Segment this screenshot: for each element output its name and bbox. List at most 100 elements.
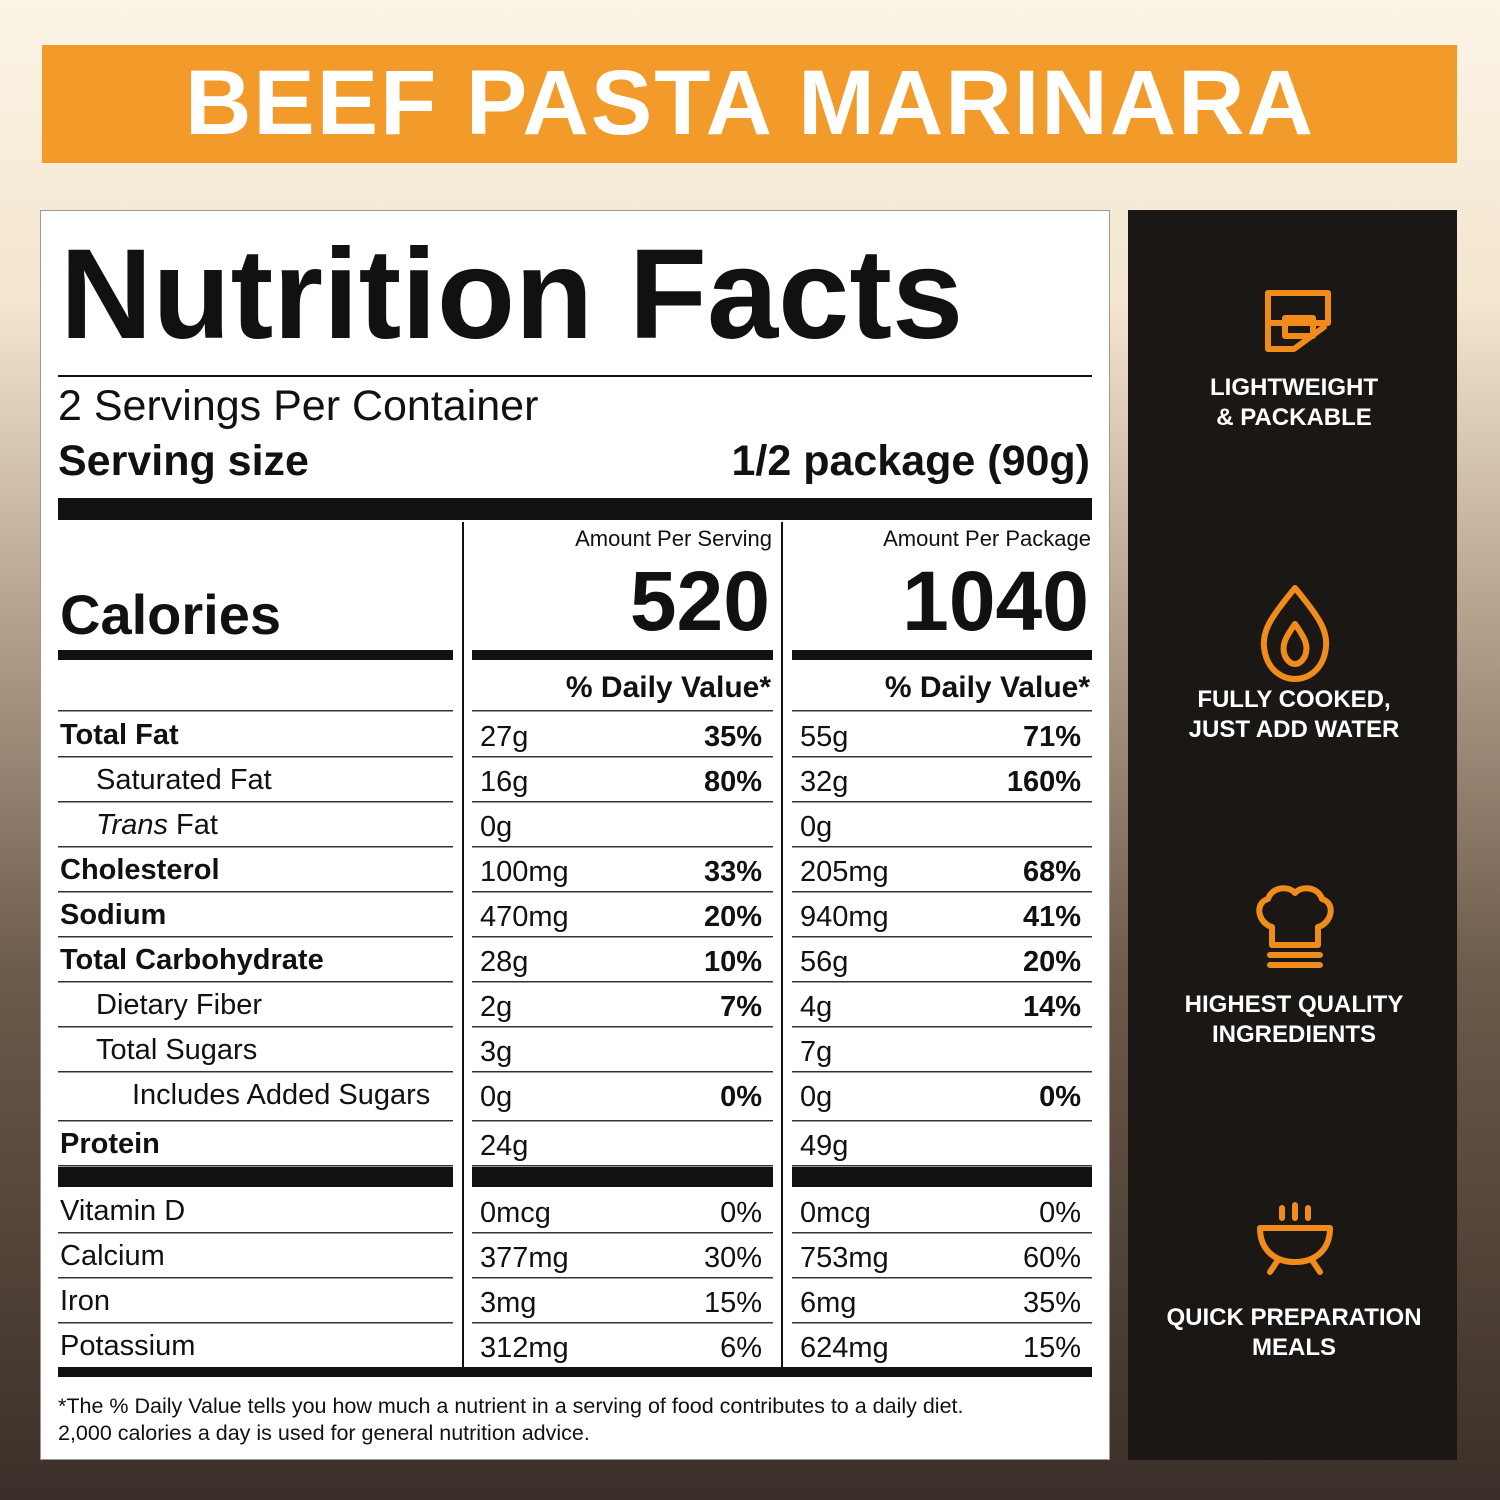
row-line bbox=[58, 1165, 453, 1167]
daily-value: 0% bbox=[1039, 1081, 1081, 1113]
row-line bbox=[792, 1322, 1092, 1324]
nutrient-name: Trans Fat bbox=[96, 809, 218, 841]
row-line bbox=[472, 1322, 773, 1324]
amount: 470mg bbox=[480, 901, 569, 933]
nutrient-name: Cholesterol bbox=[60, 854, 220, 886]
thick-bar bbox=[792, 650, 1092, 660]
feature-label: HIGHEST QUALITY bbox=[1185, 991, 1404, 1018]
thick-bar bbox=[58, 650, 453, 660]
amount: 0mcg bbox=[800, 1197, 871, 1229]
row-line bbox=[58, 1071, 453, 1073]
amount: 0mcg bbox=[480, 1197, 551, 1229]
nutrient-label: Sodium bbox=[60, 899, 166, 931]
row-line bbox=[472, 756, 773, 758]
amount: 27g bbox=[480, 721, 528, 753]
nutrient-label: Protein bbox=[60, 1128, 160, 1160]
daily-value: 0% bbox=[720, 1197, 762, 1229]
amount: 0g bbox=[800, 1081, 832, 1113]
row-line bbox=[472, 801, 773, 803]
row-line bbox=[792, 1277, 1092, 1279]
amount: 940mg bbox=[800, 901, 889, 933]
nutrient-name: Total Fat bbox=[60, 719, 179, 751]
row-line bbox=[472, 1277, 773, 1279]
daily-value: 33% bbox=[704, 856, 762, 888]
daily-value: 7% bbox=[720, 991, 762, 1023]
row-line bbox=[792, 1026, 1092, 1028]
thick-bar bbox=[472, 650, 773, 660]
amount: 0g bbox=[480, 811, 512, 843]
column-divider bbox=[781, 522, 783, 1368]
nutrition-label bbox=[40, 210, 1110, 1460]
row-line bbox=[792, 981, 1092, 983]
nutrient-name: Total Carbohydrate bbox=[60, 944, 324, 976]
nutrient-name: Includes Added Sugars bbox=[132, 1079, 430, 1111]
nutrient-label: Includes Added Sugars bbox=[132, 1079, 430, 1111]
amount: 0g bbox=[480, 1081, 512, 1113]
daily-value: 6% bbox=[720, 1332, 762, 1364]
feature-label: & PACKABLE bbox=[1216, 404, 1372, 431]
amount: 6mg bbox=[800, 1287, 856, 1319]
amount: 100mg bbox=[480, 856, 569, 888]
row-line bbox=[58, 846, 453, 848]
row-line bbox=[58, 1120, 453, 1122]
row-line bbox=[792, 846, 1092, 848]
serving-size-label: Serving size bbox=[58, 437, 309, 485]
feature-label: JUST ADD WATER bbox=[1189, 716, 1400, 743]
daily-value: 35% bbox=[704, 721, 762, 753]
daily-value: 20% bbox=[1023, 946, 1081, 978]
row-line bbox=[58, 981, 453, 983]
amount: 16g bbox=[480, 766, 528, 798]
amount: 205mg bbox=[800, 856, 889, 888]
amount: 312mg bbox=[480, 1332, 569, 1364]
icon-package bbox=[1265, 290, 1331, 352]
daily-value: 41% bbox=[1023, 901, 1081, 933]
amount: 4g bbox=[800, 991, 832, 1023]
row-line bbox=[472, 936, 773, 938]
row-line bbox=[792, 891, 1092, 893]
nutrient-label: Potassium bbox=[60, 1330, 195, 1362]
row-line bbox=[58, 801, 453, 803]
feature-label: INGREDIENTS bbox=[1212, 1021, 1376, 1048]
row-line bbox=[58, 936, 453, 938]
nutrient-label: Total Sugars bbox=[96, 1034, 257, 1066]
thick-bar bbox=[792, 1167, 1092, 1187]
row-line bbox=[472, 1071, 773, 1073]
daily-value: 60% bbox=[1023, 1242, 1081, 1274]
row-line bbox=[472, 1026, 773, 1028]
banner bbox=[42, 45, 1457, 163]
feature-label: FULLY COOKED, bbox=[1197, 686, 1390, 713]
nutrient-label: Dietary Fiber bbox=[96, 989, 262, 1021]
nutrient-name: Saturated Fat bbox=[96, 764, 272, 796]
nutrient-prefix: Trans bbox=[96, 809, 168, 841]
amount: 55g bbox=[800, 721, 848, 753]
daily-value: 14% bbox=[1023, 991, 1081, 1023]
amount: 624mg bbox=[800, 1332, 889, 1364]
amount: 753mg bbox=[800, 1242, 889, 1274]
amount: 28g bbox=[480, 946, 528, 978]
daily-value: 10% bbox=[704, 946, 762, 978]
label-title: Nutrition Facts bbox=[60, 223, 963, 366]
row-line bbox=[792, 1232, 1092, 1234]
row-line bbox=[58, 1322, 453, 1324]
row-line bbox=[472, 1232, 773, 1234]
daily-value: 0% bbox=[1039, 1197, 1081, 1229]
amount: 49g bbox=[800, 1130, 848, 1162]
thick-bar bbox=[58, 1167, 453, 1187]
thick-bar bbox=[472, 1167, 773, 1187]
row-line bbox=[58, 891, 453, 893]
nutrient-label: Iron bbox=[60, 1285, 110, 1317]
row-line bbox=[472, 891, 773, 893]
feature-label: QUICK PREPARATION bbox=[1166, 1304, 1421, 1331]
row-line bbox=[472, 981, 773, 983]
amount: 3mg bbox=[480, 1287, 536, 1319]
footnote: 2,000 calories a day is used for general… bbox=[58, 1421, 590, 1445]
column-header: Amount Per Package bbox=[883, 526, 1091, 551]
daily-value: 80% bbox=[704, 766, 762, 798]
daily-value: 30% bbox=[704, 1242, 762, 1274]
row-line bbox=[472, 846, 773, 848]
nutrient-name: Total Sugars bbox=[96, 1034, 257, 1066]
icon-chef-hat bbox=[1256, 885, 1334, 968]
nutrient-name: Calcium bbox=[60, 1240, 165, 1272]
row-line bbox=[58, 756, 453, 758]
servings: 2 Servings Per Container bbox=[58, 382, 538, 430]
